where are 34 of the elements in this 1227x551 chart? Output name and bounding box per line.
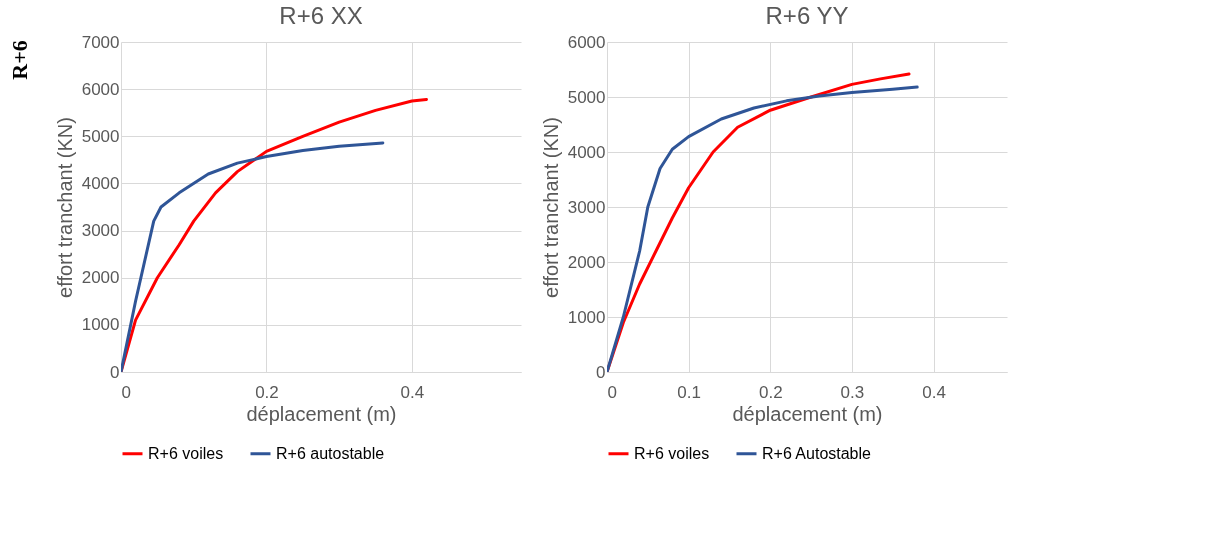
line-series [121,98,428,372]
legend-label: R+6 voiles [634,444,710,462]
y-tick-label: 0 [110,362,120,382]
chart-title: R+6 YY [765,2,849,29]
y-tick-label: 0 [596,362,606,382]
y-tick-label: 2000 [567,252,606,272]
y-tick-label: 3000 [81,221,120,241]
x-axis-title: déplacement (m) [246,402,397,425]
y-tick-label: 3000 [567,197,606,217]
y-tick-label: 5000 [81,126,120,146]
text: R+6 [7,40,33,80]
y-tick-label: 1000 [81,315,120,335]
y-tick-label: 4000 [81,173,120,193]
x-tick-label: 0.4 [400,382,425,402]
y-tick-label: 1000 [567,307,606,327]
x-tick-label: 0.2 [758,382,783,402]
y-axis-title: effort tranchant (KN) [53,117,76,298]
x-axis-title: déplacement (m) [732,402,883,425]
x-tick-label: 0.2 [255,382,279,402]
legend-label: R+6 voiles [148,444,224,462]
chart-title: R+6 XX [279,2,363,29]
y-tick-label: 4000 [567,142,606,162]
legend-label: R+6 Autostable [762,444,872,462]
y-tick-label: 7000 [81,32,120,52]
y-tick-label: 2000 [81,268,120,288]
y-tick-label: 5000 [567,87,606,107]
x-tick-label: 0.1 [677,382,701,402]
legend-label: R+6 autostable [276,444,385,462]
y-tick-label: 6000 [81,79,120,99]
x-tick-label: 0.3 [840,382,865,402]
x-tick-label: 0.4 [922,382,946,402]
y-axis-title: effort tranchant (KN) [539,117,562,298]
y-tick-label: 6000 [567,32,606,52]
line-series [121,141,385,372]
